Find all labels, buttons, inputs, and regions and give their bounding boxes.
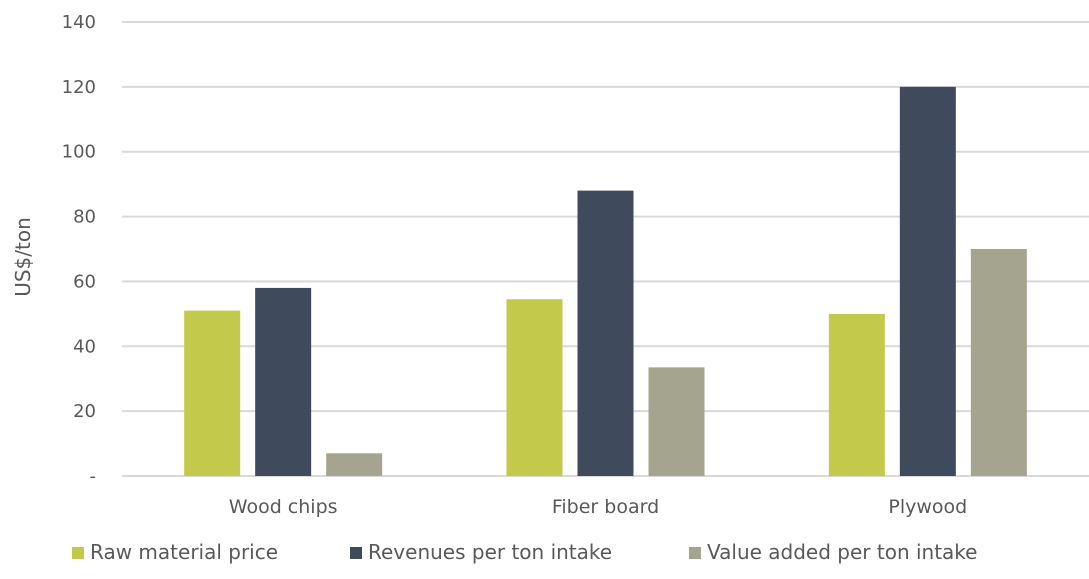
bar — [648, 367, 705, 476]
legend-label: Raw material price — [90, 540, 278, 564]
bar — [899, 86, 956, 476]
legend-swatch — [689, 547, 701, 559]
y-tick-label: - — [90, 466, 97, 487]
y-tick-label: 80 — [73, 207, 96, 228]
bar — [828, 313, 885, 476]
x-axis-labels: Wood chips Fiber board Plywood — [229, 496, 967, 518]
legend-swatch — [350, 547, 362, 559]
x-category-label: Wood chips — [229, 496, 338, 518]
y-tick-label: 20 — [73, 401, 96, 422]
x-category-label: Plywood — [888, 496, 967, 518]
y-axis-title: US$/ton — [11, 217, 35, 297]
bar — [506, 299, 563, 476]
legend-label: Revenues per ton intake — [368, 540, 612, 564]
y-axis-ticks: - 20 40 60 80 100 120 140 — [62, 12, 96, 487]
y-tick-label: 60 — [73, 271, 96, 292]
legend-swatch — [72, 547, 84, 559]
x-category-label: Fiber board — [552, 496, 659, 518]
y-tick-label: 40 — [73, 336, 96, 357]
bar — [970, 249, 1027, 476]
legend: Raw material price Revenues per ton intak… — [72, 540, 977, 564]
bar — [255, 287, 312, 476]
bars — [184, 86, 1027, 476]
bar — [577, 190, 634, 476]
y-tick-label: 100 — [62, 142, 96, 163]
bar — [184, 310, 241, 476]
y-tick-label: 120 — [62, 77, 96, 98]
y-tick-label: 140 — [62, 12, 96, 33]
legend-label: Value added per ton intake — [707, 540, 977, 564]
bar — [326, 453, 383, 476]
